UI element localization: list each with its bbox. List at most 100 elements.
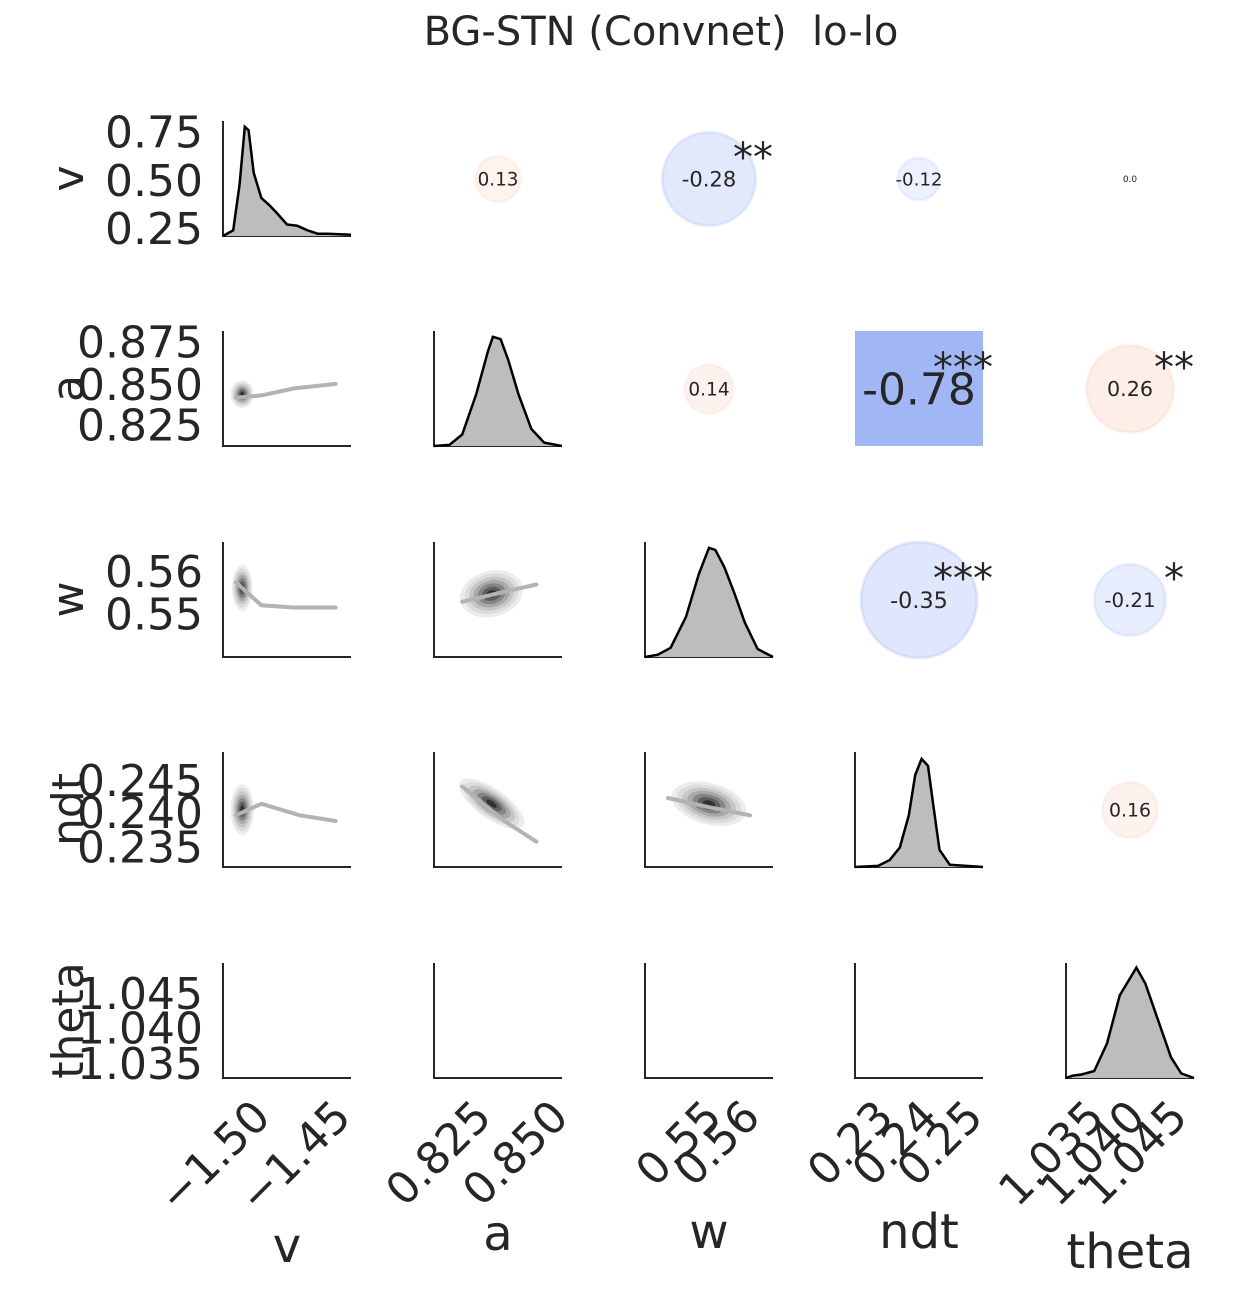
y-tick-label: 0.240 [77,788,203,839]
pair-panel-ndt-ndt [854,752,984,869]
y-tick-label: 1.040 [77,1004,203,1055]
pair-panel-a-a [433,331,563,448]
x-axis-label: a [483,1206,512,1262]
correlation-value: -0.35 [890,588,948,614]
regression-line [233,580,338,610]
y-tick-label: 0.55 [105,589,203,640]
pair-panel-v-ndt: -0.12 [896,156,942,202]
axis-spine [854,963,983,1079]
y-tick-label: 0.875 [77,318,203,369]
pair-panel-theta-w [644,963,773,1079]
x-axis-label: theta [1066,1224,1193,1280]
axis-spine [644,752,773,868]
significance-stars: * [1164,556,1184,602]
y-axis-label: v [43,165,94,191]
pairplot-panels: 0.13 -0.28** -0.12 0.00.14 -0.78*** 0.26 **-0.… [43,108,1197,1281]
x-axis-label: v [273,1218,301,1274]
pair-panel-theta-theta [1065,963,1195,1080]
correlation-circle [1092,562,1168,638]
pair-panel-w-ndt: -0.35*** [859,540,993,660]
kde-fill [223,126,351,236]
kde-curve [854,756,984,869]
kde-fill [645,547,773,657]
x-axis-label: w [689,1204,728,1260]
correlation-circle [683,363,735,415]
pair-panel-w-theta: -0.21 * [1092,556,1184,638]
y-tick-label: 0.75 [105,108,203,159]
pair-panel-ndt-a [433,752,562,868]
correlation-value: -0.28 [682,166,736,191]
regression-line [460,784,539,844]
axis-spine [222,752,351,868]
significance-stars: *** [933,345,993,391]
axis-spine [222,331,351,447]
kde-fill [434,336,562,446]
correlation-value: 0.16 [1109,800,1151,822]
kde-fill [855,758,983,867]
pair-panel-a-v [222,331,351,447]
significance-stars: *** [933,556,993,602]
correlation-circle [896,156,942,202]
y-tick-label: 0.850 [77,360,203,411]
correlation-circle [1100,780,1160,840]
y-tick-label: 0.25 [105,204,203,255]
kde-curve [644,546,774,659]
y-tick-label: 0.50 [105,156,203,207]
correlation-value: 0.0 [1123,175,1138,185]
kde-curve [222,124,352,238]
axis-spine [222,963,351,1079]
pair-panel-a-w: 0.14 [683,363,735,415]
axis-spine [433,542,562,658]
pair-panel-ndt-theta: 0.16 [1100,780,1160,840]
y-tick-label: 0.235 [77,822,203,873]
kde-curve [433,335,563,448]
density-contour [486,799,497,808]
y-axis-label: a [43,375,94,402]
axis-spine [433,752,562,868]
regression-line [233,381,338,400]
pair-panel-w-v [222,542,351,658]
y-axis-label: theta [43,962,94,1078]
significance-stars: ** [1154,345,1194,391]
kde-fill [1066,967,1194,1078]
pair-panel-a-ndt: -0.78*** [855,331,993,446]
pair-panel-w-w [644,542,774,659]
pair-panel-v-v [222,121,352,238]
y-axis-label: ndt [43,773,94,846]
correlation-circle [660,130,758,228]
pair-panel-theta-a [433,963,562,1079]
kde-curve [1065,965,1195,1080]
chart-title: BG-STN (Convnet) lo-lo [424,9,899,55]
axis-spine [644,963,773,1079]
pair-panel-a-theta: 0.26 ** [1084,343,1194,435]
pair-panel-ndt-w [644,752,773,868]
x-axis-label: ndt [879,1204,959,1260]
y-tick-label: 1.035 [77,1039,203,1090]
significance-stars: ** [733,135,773,181]
pair-panel-ndt-v [222,752,351,868]
axis-spine [222,542,351,658]
correlation-circle [473,154,523,204]
pair-panel-w-a [433,542,562,658]
correlation-circle [1125,174,1135,184]
correlation-value: 0.14 [688,379,729,400]
pair-panel-theta-ndt [854,963,983,1079]
regression-line [460,582,539,604]
correlation-value: -0.21 [1104,589,1155,612]
pair-panel-v-theta: 0.0 [1123,174,1138,185]
correlation-value: -0.78 [862,364,976,415]
pair-panel-v-w: -0.28** [660,130,773,228]
correlation-circle [855,331,983,446]
y-tick-label: 0.825 [77,400,203,451]
y-axis-label: w [43,582,94,618]
y-tick-label: 1.045 [77,969,203,1020]
correlation-value: 0.26 [1107,377,1153,401]
y-tick-label: 0.56 [105,547,203,598]
correlation-value: 0.13 [478,169,519,190]
axis-spine [433,963,562,1079]
correlation-circle [859,540,979,660]
pair-panel-v-a: 0.13 [473,154,523,204]
y-tick-label: 0.245 [77,756,203,807]
correlation-circle [1084,343,1176,435]
